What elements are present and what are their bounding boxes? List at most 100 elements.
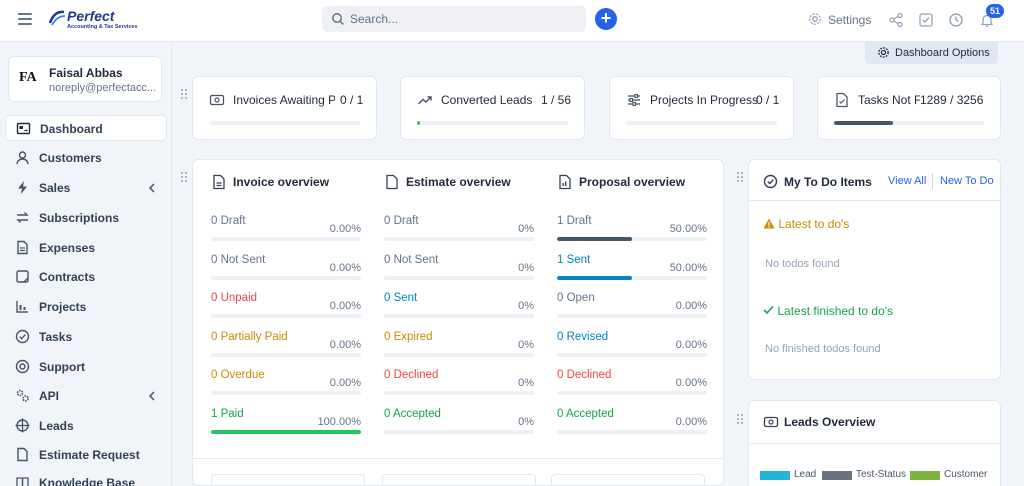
sidebar-item-support[interactable]: Support <box>5 354 167 380</box>
overview-row-label[interactable]: 0 Accepted <box>384 407 441 420</box>
user-profile-card[interactable]: FA Faisal Abbas noreply@perfectacc... <box>8 56 162 102</box>
overview-row[interactable]: 0 Declined 0.00% <box>557 369 707 397</box>
sidebar-item-label: Knowledge Base <box>39 476 136 486</box>
overview-row-label[interactable]: 0 Partially Paid <box>211 330 288 343</box>
overview-row[interactable]: 0 Expired 0% <box>384 331 534 359</box>
sidebar-item-subscriptions[interactable]: Subscriptions <box>5 205 167 231</box>
checkbox-icon[interactable] <box>918 12 934 28</box>
drag-handle-icon[interactable] <box>181 172 187 182</box>
sidebar-item-contracts[interactable]: Contracts <box>5 264 167 290</box>
invoice-overview-title: Invoice overview <box>233 175 330 189</box>
sidebar-item-label: Projects <box>39 300 87 314</box>
overview-row[interactable]: 0 Accepted 0.00% <box>557 408 707 436</box>
overview-row[interactable]: 0 Draft 0% <box>384 215 534 243</box>
book-icon <box>16 477 29 486</box>
sidebar-item-label: Customers <box>39 151 102 165</box>
view-all-todos-link[interactable]: View All <box>888 175 927 187</box>
share-icon[interactable] <box>888 12 904 28</box>
stat-card-invoices-awaiting[interactable]: Invoices Awaiting P... 0 / 1 <box>192 76 377 140</box>
sidebar-item-estimate-request[interactable]: Estimate Request <box>5 442 167 468</box>
logo-swoosh-icon <box>48 10 66 26</box>
sidebar-item-dashboard[interactable]: Dashboard <box>5 115 167 141</box>
legend-label-customer: Customer <box>944 469 988 480</box>
overview-row-percent: 0% <box>518 261 534 274</box>
overview-row[interactable]: 0 Not Sent 0.00% <box>211 254 361 282</box>
overview-row-label[interactable]: 0 Not Sent <box>211 253 266 266</box>
overview-row-label[interactable]: 0 Unpaid <box>211 292 258 304</box>
new-todo-link[interactable]: New To Do <box>940 175 994 187</box>
overview-row-label[interactable]: 0 Declined <box>557 369 612 381</box>
overview-row-label[interactable]: 0 Declined <box>384 369 439 381</box>
overview-row-label[interactable]: 0 Expired <box>384 330 433 343</box>
sidebar-item-leads[interactable]: Leads <box>5 413 167 439</box>
overview-stub-card <box>551 474 705 485</box>
overview-row[interactable]: 1 Sent 50.00% <box>557 254 707 282</box>
menu-toggle-icon[interactable] <box>18 13 32 25</box>
sidebar-item-customers[interactable]: Customers <box>5 145 167 171</box>
overview-row-label[interactable]: 1 Draft <box>557 215 592 227</box>
overview-row[interactable]: 0 Overdue 0.00% <box>211 369 361 397</box>
overview-row[interactable]: 0 Open 0.00% <box>557 292 707 320</box>
overview-row[interactable]: 1 Paid 100.00% <box>211 408 361 436</box>
invoice-overview: Invoice overview 0 Draft 0.00% 0 Not Sent 0… <box>211 160 363 450</box>
sidebar-item-api[interactable]: API <box>5 383 167 409</box>
overview-row-label[interactable]: 0 Revised <box>557 330 609 343</box>
stat-card-converted-leads[interactable]: Converted Leads 1 / 56 <box>400 76 585 140</box>
overview-row-label[interactable]: 0 Draft <box>384 215 419 227</box>
overview-row[interactable]: 0 Draft 0.00% <box>211 215 361 243</box>
sidebar-item-label: Estimate Request <box>39 448 140 462</box>
search-box <box>322 6 586 32</box>
search-input[interactable] <box>350 9 578 29</box>
overview-row-label[interactable]: 1 Paid <box>211 407 244 420</box>
overview-row[interactable]: 0 Unpaid 0.00% <box>211 292 361 320</box>
overview-row-percent: 50.00% <box>669 261 707 274</box>
overview-row-label[interactable]: 0 Accepted <box>557 407 614 420</box>
stat-card-tasks-not-finished[interactable]: Tasks Not Fi... 1289 / 3256 <box>817 76 1001 140</box>
overview-row-percent: 0.00% <box>675 415 707 428</box>
overview-row[interactable]: 0 Partially Paid 0.00% <box>211 331 361 359</box>
notifications-badge[interactable]: 51 <box>986 4 1004 18</box>
drag-handle-icon[interactable] <box>737 414 743 424</box>
drag-handle-icon[interactable] <box>181 89 187 99</box>
task-file-icon <box>836 92 848 108</box>
clock-icon[interactable] <box>948 12 964 28</box>
overview-row-label[interactable]: 1 Sent <box>557 253 591 266</box>
sidebar-item-projects[interactable]: Projects <box>5 294 167 320</box>
overview-row[interactable]: 0 Sent 0% <box>384 292 534 320</box>
dashboard-options-button[interactable]: Dashboard Options <box>865 42 998 64</box>
sidebar-item-knowledge-base[interactable]: Knowledge Base <box>5 470 167 486</box>
overview-row-label[interactable]: 0 Open <box>557 292 595 304</box>
overview-row-percent: 0% <box>518 223 534 235</box>
stat-value: 0 / 1 <box>340 93 364 107</box>
overview-row-percent: 50.00% <box>669 223 707 235</box>
overview-row-label[interactable]: 0 Overdue <box>211 369 265 381</box>
overview-row-percent: 0.00% <box>675 377 707 389</box>
legend-swatch-test-status <box>822 471 852 480</box>
page-scrollbar[interactable] <box>1016 42 1024 486</box>
overview-row[interactable]: 0 Accepted 0% <box>384 408 534 436</box>
overview-row-label[interactable]: 0 Not Sent <box>384 253 439 266</box>
divider <box>193 458 723 459</box>
overview-row-label[interactable]: 0 Sent <box>384 292 418 304</box>
brand-logo[interactable]: Perfect Accounting & Tax Services <box>48 7 158 35</box>
sidebar-item-expenses[interactable]: Expenses <box>5 235 167 261</box>
overview-row-percent: 0.00% <box>329 223 361 235</box>
sidebar-item-sales[interactable]: Sales <box>5 175 167 201</box>
overview-row-label[interactable]: 0 Draft <box>211 215 246 227</box>
stat-card-projects-in-progress[interactable]: Projects In Progress 0 / 1 <box>609 76 794 140</box>
sidebar-item-label: Leads <box>39 419 74 433</box>
sidebar: FA Faisal Abbas noreply@perfectacc... Da… <box>0 42 172 486</box>
bolt-icon <box>18 181 27 194</box>
legend-swatch-lead <box>760 471 790 480</box>
sidebar-item-tasks[interactable]: Tasks <box>5 324 167 350</box>
overview-row[interactable]: 0 Revised 0.00% <box>557 331 707 359</box>
overview-row[interactable]: 0 Declined 0% <box>384 369 534 397</box>
gear-icon <box>809 13 821 25</box>
sidebar-item-label: Tasks <box>39 330 73 344</box>
sidebar-item-label: Expenses <box>39 241 96 255</box>
overview-row[interactable]: 1 Draft 50.00% <box>557 215 707 243</box>
overview-row[interactable]: 0 Not Sent 0% <box>384 254 534 282</box>
quick-create-button[interactable]: + <box>595 8 617 30</box>
invoice-icon <box>209 94 225 106</box>
drag-handle-icon[interactable] <box>737 172 743 182</box>
